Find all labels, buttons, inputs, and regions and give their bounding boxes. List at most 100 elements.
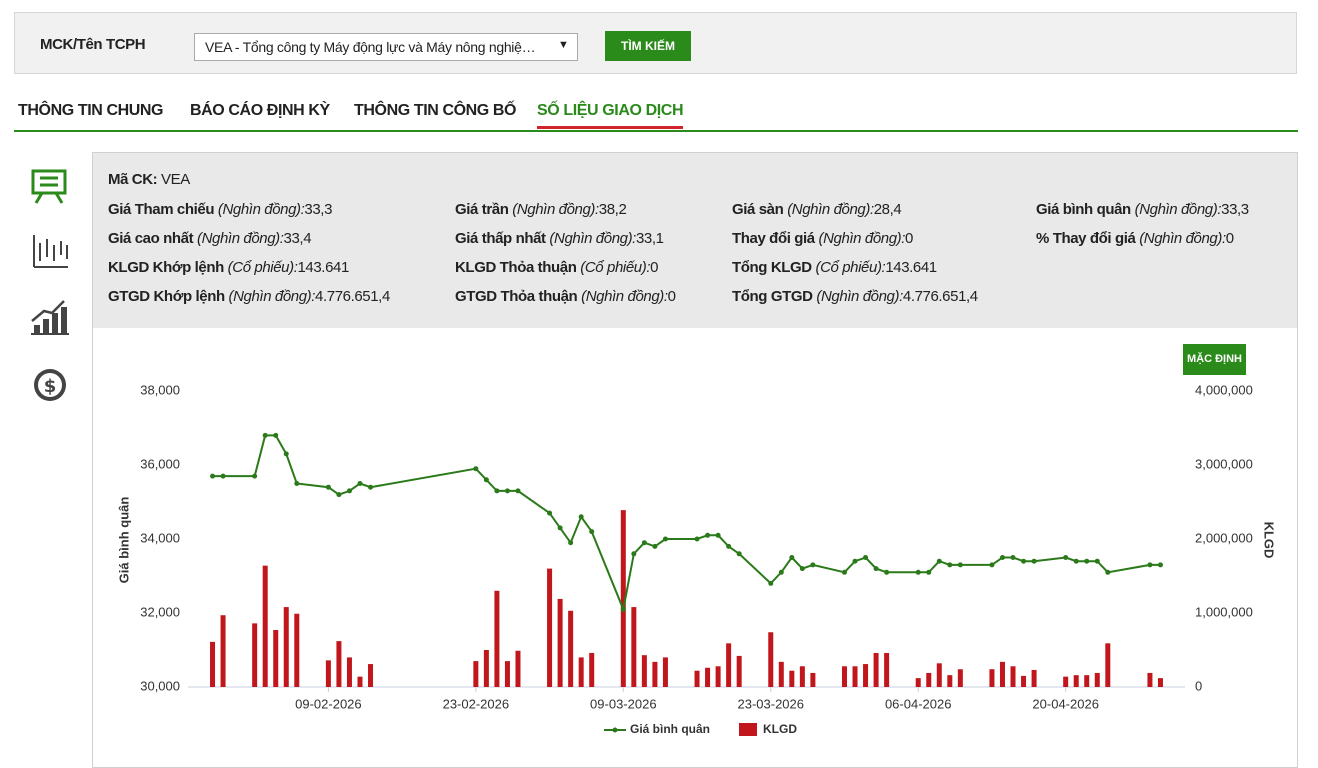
price-point <box>262 432 268 438</box>
price-point <box>852 558 858 564</box>
info-unit: (Nghìn đồng): <box>816 288 903 305</box>
price-point <box>1073 558 1079 564</box>
bar <box>589 652 595 687</box>
price-point <box>368 484 374 490</box>
info-item: Giá thấp nhất (Nghìn đồng):33,1 <box>455 230 664 247</box>
info-unit: (Nghìn đồng): <box>217 201 305 218</box>
bar <box>1157 678 1163 687</box>
info-label: Giá Tham chiếu <box>108 201 215 218</box>
bar <box>483 650 489 687</box>
price-point <box>915 569 921 575</box>
price-point <box>294 481 300 486</box>
price-point <box>715 532 721 538</box>
info-label: KLGD Khớp lệnh <box>108 259 224 276</box>
price-point <box>1157 562 1163 568</box>
info-value: 0 <box>1225 230 1234 247</box>
info-value: 4.776.651,4 <box>315 288 390 305</box>
bar <box>926 672 932 687</box>
symbol-label: Mã CK: <box>108 171 158 188</box>
price-point <box>841 569 847 575</box>
price-point <box>641 540 647 546</box>
price-point <box>1031 558 1037 564</box>
symbol-value: VEA <box>161 171 190 188</box>
price-point <box>863 555 869 560</box>
info-value: 0 <box>650 259 659 276</box>
info-value: 4.776.651,4 <box>902 288 978 305</box>
icon-dollar[interactable]: $ <box>34 369 66 401</box>
bar <box>662 657 668 687</box>
price-point <box>568 540 574 546</box>
price-point <box>999 555 1005 560</box>
bar <box>694 670 700 687</box>
info-item: Giá cao nhất (Nghìn đồng):33,4 <box>108 230 312 247</box>
y-tick-label: 32,000 <box>140 604 180 619</box>
bar <box>915 678 921 687</box>
info-unit: (Cổ phiếu): <box>815 259 886 276</box>
y-tick-label: 34,000 <box>140 530 180 545</box>
legend-dot <box>612 727 618 733</box>
info-label: Giá thấp nhất <box>455 230 546 247</box>
info-unit: (Nghìn đồng): <box>549 230 636 247</box>
tab[interactable]: SỐ LIỆU GIAO DỊCH <box>537 102 684 129</box>
info-item: Thay đổi giá (Nghìn đồng):0 <box>732 230 913 247</box>
bar <box>715 666 721 687</box>
tab[interactable]: BÁO CÁO ĐỊNH KỲ <box>190 102 330 119</box>
bar <box>294 613 300 687</box>
price-point <box>346 488 352 494</box>
default-button[interactable]: MẶC ĐỊNH <box>1183 344 1246 375</box>
y2-tick-label: 3,000,000 <box>1195 456 1253 471</box>
tab[interactable]: THÔNG TIN CÔNG BỐ <box>354 102 517 119</box>
price-point <box>1063 555 1069 560</box>
bar <box>768 632 774 687</box>
icon-candles[interactable] <box>33 235 68 268</box>
price-point <box>1010 555 1016 560</box>
info-value: 33,3 <box>1221 201 1249 218</box>
info-value: 0 <box>667 288 676 305</box>
y2-tick-label: 0 <box>1195 678 1202 693</box>
info-unit: (Nghìn đồng): <box>228 288 316 305</box>
bar <box>568 610 574 687</box>
info-label: Tổng GTGD <box>732 288 813 305</box>
bar <box>810 672 816 687</box>
tab-line <box>14 130 1298 132</box>
info-label: Giá cao nhất <box>108 230 194 247</box>
info-value: 33,4 <box>283 230 312 247</box>
tab[interactable]: THÔNG TIN CHUNG <box>18 102 164 119</box>
price-point <box>947 562 953 568</box>
icon-growth[interactable] <box>31 300 69 335</box>
info-item: Tổng GTGD (Nghìn đồng):4.776.651,4 <box>732 288 978 305</box>
info-value: 33,3 <box>304 201 333 218</box>
bar <box>989 669 995 687</box>
icon-board[interactable] <box>31 169 67 204</box>
bar <box>273 630 279 687</box>
select-arrow[interactable]: ▼ <box>558 39 569 51</box>
y-tick-label: 36,000 <box>140 456 180 471</box>
price-line <box>212 434 1161 613</box>
bar <box>841 666 847 687</box>
info-label: Giá sàn <box>732 201 784 218</box>
bar <box>547 568 553 687</box>
info-label: GTGD Thỏa thuận <box>455 288 578 305</box>
info-value: 0 <box>905 230 913 247</box>
x-tick-label: 09-03-2026 <box>590 696 657 711</box>
company-select[interactable]: VEA - Tổng công ty Máy động lực và Máy n… <box>194 33 578 61</box>
info-symbol: Mã CK: VEA <box>108 171 190 188</box>
price-point <box>1021 558 1027 564</box>
bar <box>873 652 879 687</box>
info-unit: (Nghìn đồng): <box>787 201 874 218</box>
price-point <box>1147 562 1153 568</box>
price-point <box>325 484 331 490</box>
price-point <box>357 481 363 486</box>
bar <box>357 676 363 687</box>
price-point <box>273 432 279 438</box>
price-point <box>283 451 289 457</box>
bar <box>368 664 374 687</box>
x-tick-label: 23-03-2026 <box>738 696 805 711</box>
price-point <box>662 536 668 542</box>
bar <box>705 667 711 687</box>
bar <box>947 675 953 687</box>
price-point <box>705 532 711 538</box>
price-point <box>336 492 342 498</box>
search-button[interactable]: TÌM KIẾM <box>605 31 691 61</box>
